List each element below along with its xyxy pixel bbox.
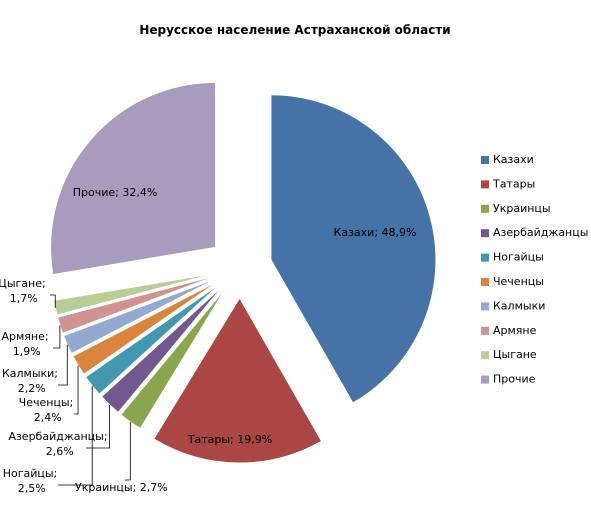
legend-swatch	[481, 180, 489, 189]
legend-label: Ногайцы	[493, 251, 544, 264]
legend-swatch	[481, 302, 489, 311]
legend-label: Татары	[492, 177, 535, 190]
chart-title: Нерусское население Астраханской области	[139, 23, 450, 37]
pie-slice	[270, 94, 437, 404]
legend-label: Казахи	[493, 153, 534, 166]
data-label: Прочие; 32,4%	[73, 186, 158, 199]
legend-swatch	[481, 253, 489, 262]
legend-label: Чеченцы	[493, 275, 544, 288]
pie-slice	[153, 297, 323, 464]
leader-line	[58, 385, 93, 486]
legend-label: Армяне	[493, 324, 537, 337]
legend-swatch	[481, 156, 489, 164]
leader-line	[50, 294, 56, 308]
legend-swatch	[481, 351, 489, 360]
legend-label: Азербайджанцы	[493, 226, 588, 239]
pie-slice	[50, 81, 217, 276]
data-label: Татары; 19,9%	[187, 433, 272, 446]
legend-swatch	[481, 375, 489, 384]
legend-swatch	[481, 326, 489, 335]
leader-line	[58, 344, 68, 386]
pie-slice	[120, 287, 227, 430]
pie-slice	[56, 274, 218, 334]
leader-line	[125, 421, 131, 481]
data-label: Казахи; 48,9%	[334, 226, 417, 239]
data-label: Ногайцы; 2,5%	[3, 467, 58, 495]
legend-label: Прочие	[493, 373, 536, 386]
data-label: Азербайджанцы; 2,6%	[8, 430, 107, 458]
legend-label: Цыгане	[493, 348, 537, 361]
data-label: Чеченцы; 2,4%	[19, 396, 74, 424]
pie-slice	[84, 282, 222, 395]
data-label: Цыгане; 1,7%	[0, 277, 46, 305]
legend-swatch	[481, 278, 489, 286]
leader-line	[74, 365, 79, 415]
data-label: Армяне; 1,9%	[1, 330, 48, 358]
leader-line	[53, 325, 61, 349]
legend-label: Калмыки	[493, 299, 545, 312]
legend-swatch	[481, 204, 489, 213]
legend-swatch	[481, 229, 489, 238]
legend-label: Украинцы	[493, 202, 551, 215]
leader-line	[86, 404, 111, 449]
data-label: Украинцы; 2,7%	[75, 481, 168, 494]
data-label: Калмыки; 2,2%	[2, 367, 58, 395]
